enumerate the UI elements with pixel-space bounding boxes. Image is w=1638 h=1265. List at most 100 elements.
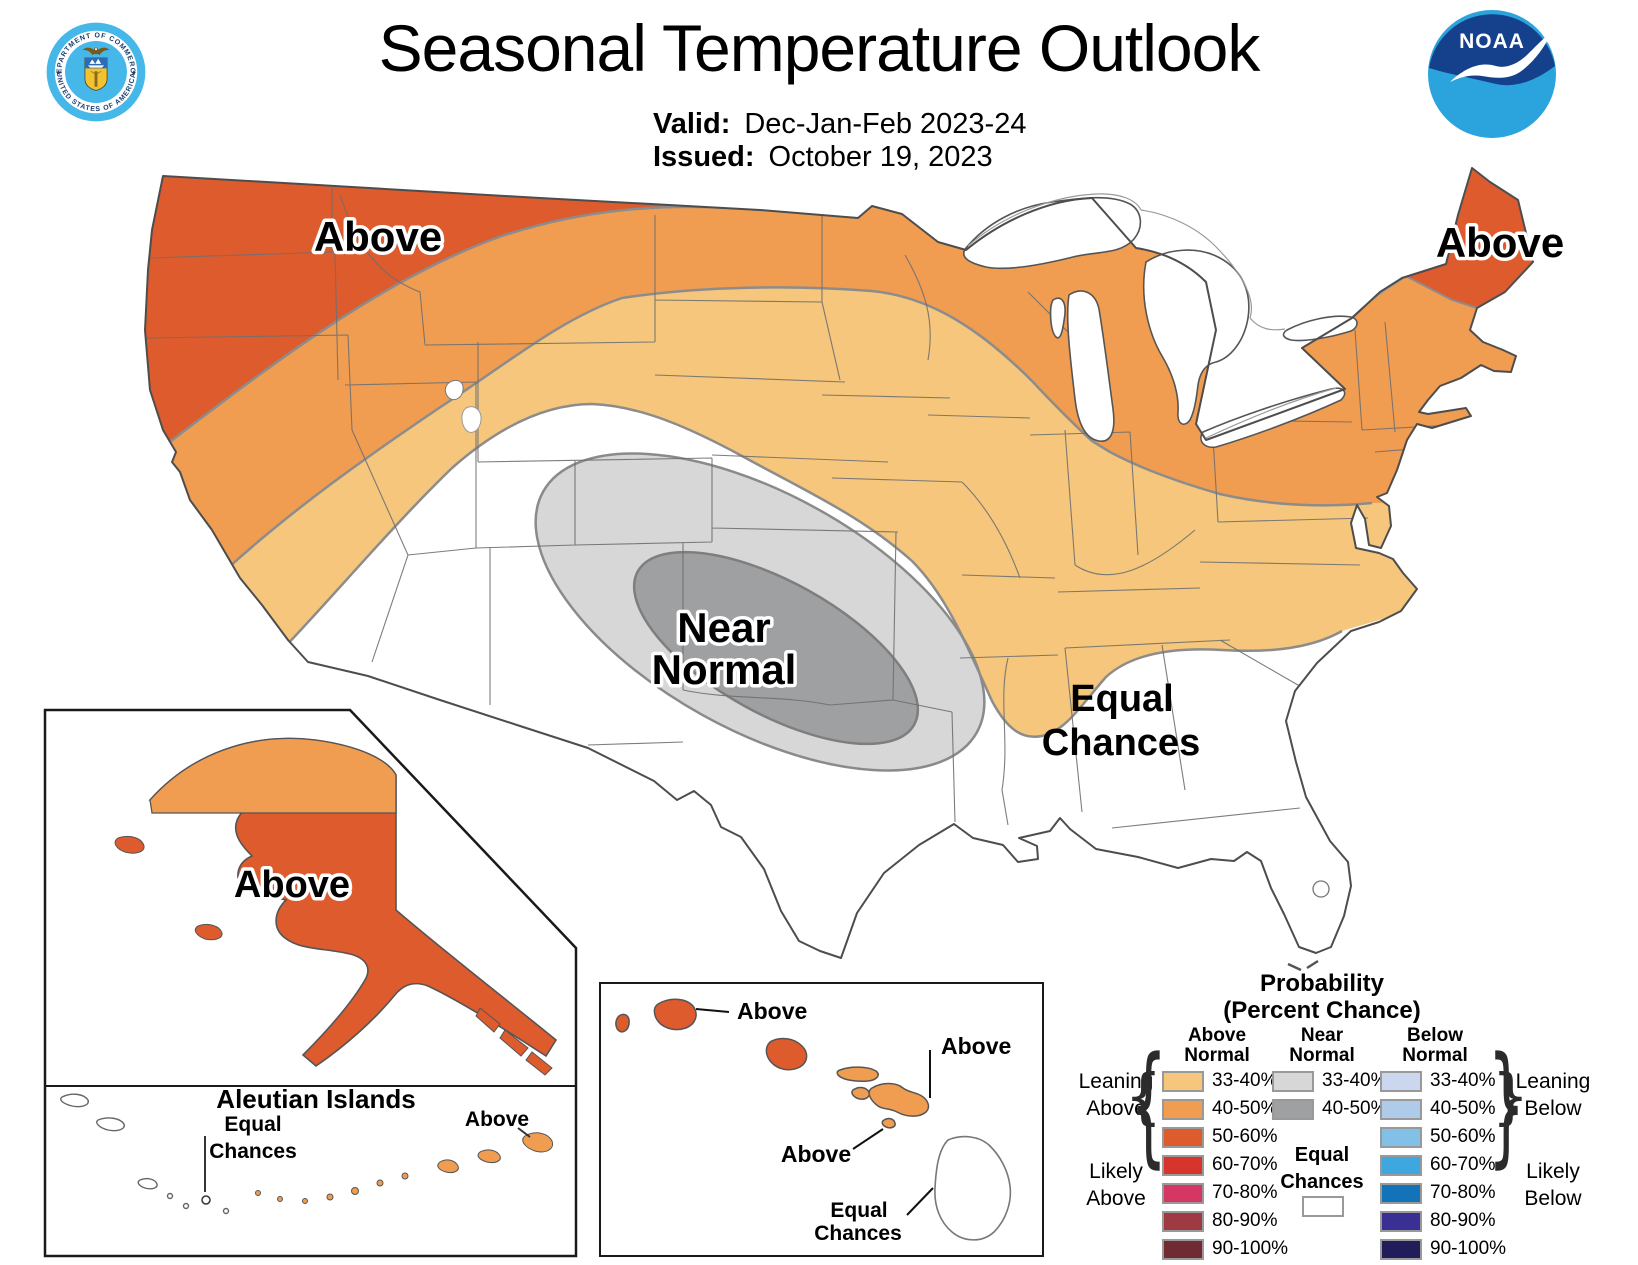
aleutian-equal-pointer-dot (201, 1195, 211, 1205)
likely-above-brace: { (1130, 1028, 1167, 1181)
conus-above-50-60-region (145, 168, 770, 470)
below-90-100-swatch (1380, 1238, 1422, 1260)
near-33-40-swatch (1272, 1070, 1314, 1092)
legend-row: 40-50% (1162, 1098, 1278, 1120)
label-northeast-above: Above (1436, 219, 1564, 266)
alaska-inset: Above Aleutian Islands Equal Ch (43, 708, 578, 1258)
great-salt-lake (461, 406, 482, 433)
lake-huron (1142, 249, 1250, 425)
label-kahoolawe-above: Above (781, 1141, 851, 1167)
legend-row: 60-70% (1162, 1154, 1278, 1176)
svg-text:★: ★ (55, 70, 61, 77)
legend-below-normal-header: Below Normal (1402, 1025, 1468, 1066)
alaska-body (148, 737, 558, 1068)
issued-line: Issued: October 19, 2023 (653, 141, 993, 174)
island-hawaii-big-island (934, 1135, 1012, 1241)
legend-row: 33-40% (1380, 1070, 1496, 1092)
legend-equal-chances: Equal Chances (1280, 1144, 1364, 1193)
label-aleutian-above: Above (465, 1108, 529, 1131)
alaska-north-slope (149, 737, 397, 814)
great-lakes (962, 196, 1358, 449)
label-northwest-above: Above (314, 213, 442, 260)
legend-row: 90-100% (1380, 1238, 1506, 1260)
label-big-island-equal-1: Equal (830, 1199, 887, 1222)
likely-below-brace: } (1488, 1028, 1525, 1181)
legend-row: 80-90% (1162, 1210, 1278, 1232)
label-near-normal-2: Normal (652, 646, 797, 693)
valid-line: Valid: Dec-Jan-Feb 2023-24 (653, 108, 1026, 141)
noaa-logo: NOAA (1428, 10, 1556, 138)
lake-michigan (1066, 290, 1115, 442)
island-kauai (653, 998, 697, 1031)
equal-chances-swatch (1302, 1196, 1344, 1217)
doc-seal-eagle (82, 47, 110, 56)
label-equal-chances-2: Chances (1042, 722, 1200, 764)
legend-row: 70-80% (1380, 1182, 1496, 1204)
legend-row: 60-70% (1380, 1154, 1496, 1176)
leaning-below-label: Leaning Below (1515, 1070, 1591, 1120)
label-maui-above: Above (941, 1033, 1011, 1059)
doc-seal-logo: DEPARTMENT OF COMMERCE UNITED STATES OF … (26, 15, 146, 122)
probability-legend: Probability (Percent Chance) Above Normal… (1030, 970, 1638, 1265)
legend-above-normal-header: Above Normal (1184, 1025, 1250, 1066)
svg-text:★: ★ (131, 70, 137, 77)
island-niihau (615, 1013, 630, 1033)
noaa-logo-text: NOAA (1459, 30, 1525, 53)
island-kahoolawe (881, 1117, 896, 1129)
florida-keys (1287, 959, 1319, 972)
legend-row: 33-40% (1162, 1070, 1278, 1092)
green-bay (1049, 297, 1066, 339)
label-alaska-above: Above (234, 864, 350, 906)
yellowstone-outline (444, 379, 464, 401)
near-40-50-swatch (1272, 1098, 1314, 1120)
above-60-70-swatch (1162, 1154, 1204, 1176)
leaning-below-brace: } (1492, 1060, 1529, 1132)
canada-outline (967, 193, 1404, 439)
valid-value: Dec-Jan-Feb 2023-24 (744, 108, 1027, 140)
island-maui (868, 1082, 930, 1117)
valid-label: Valid: (653, 108, 731, 140)
issued-label: Issued: (653, 141, 755, 173)
label-aleutian-equal-1: Equal (224, 1113, 281, 1136)
above-80-90-swatch (1162, 1210, 1204, 1232)
near-normal-40-50-ellipse (632, 550, 920, 746)
below-33-40-swatch (1380, 1070, 1422, 1092)
above-50-60-swatch (1162, 1126, 1204, 1148)
lake-ontario (1282, 315, 1358, 342)
kahoolawe-pointer (852, 1128, 884, 1150)
label-kauai-above: Above (737, 998, 807, 1024)
island-oahu (765, 1037, 808, 1071)
below-70-80-swatch (1380, 1182, 1422, 1204)
island-lanai (851, 1086, 871, 1100)
alaska-inset-box (43, 708, 578, 1258)
legend-row: 80-90% (1380, 1210, 1496, 1232)
below-80-90-swatch (1380, 1210, 1422, 1232)
aleutian-islands-gray (60, 1093, 230, 1215)
aleutian-islands-orange (255, 1132, 554, 1204)
below-40-50-swatch (1380, 1098, 1422, 1120)
issued-value: October 19, 2023 (768, 141, 993, 173)
legend-row: 40-50% (1380, 1098, 1496, 1120)
label-aleutian-title: Aleutian Islands (216, 1084, 415, 1114)
doc-seal-shield (82, 47, 110, 91)
legend-title: Probability (1259, 970, 1385, 997)
label-big-island-equal-2: Chances (814, 1222, 902, 1245)
above-70-80-swatch (1162, 1182, 1204, 1204)
kauai-pointer (695, 1008, 730, 1013)
legend-subtitle: (Percent Chance) (1223, 997, 1421, 1024)
legend-row: 50-60% (1162, 1126, 1278, 1148)
label-aleutian-equal-2: Chances (209, 1140, 297, 1163)
legend-row: 70-80% (1162, 1182, 1278, 1204)
band-boundaries (162, 205, 1373, 739)
legend-near-normal-header: Near Normal (1289, 1025, 1355, 1066)
below-50-60-swatch (1380, 1126, 1422, 1148)
above-90-100-swatch (1162, 1238, 1204, 1260)
hawaii-inset: Above Above Above Equal Chances (599, 982, 1044, 1257)
legend-row: 40-50% (1272, 1098, 1388, 1120)
legend-row: 90-100% (1162, 1238, 1288, 1260)
island-molokai (836, 1066, 879, 1082)
legend-row: 33-40% (1272, 1070, 1388, 1092)
likely-below-label: Likely Below (1524, 1160, 1582, 1210)
aleutian-above-pointer (517, 1127, 531, 1138)
